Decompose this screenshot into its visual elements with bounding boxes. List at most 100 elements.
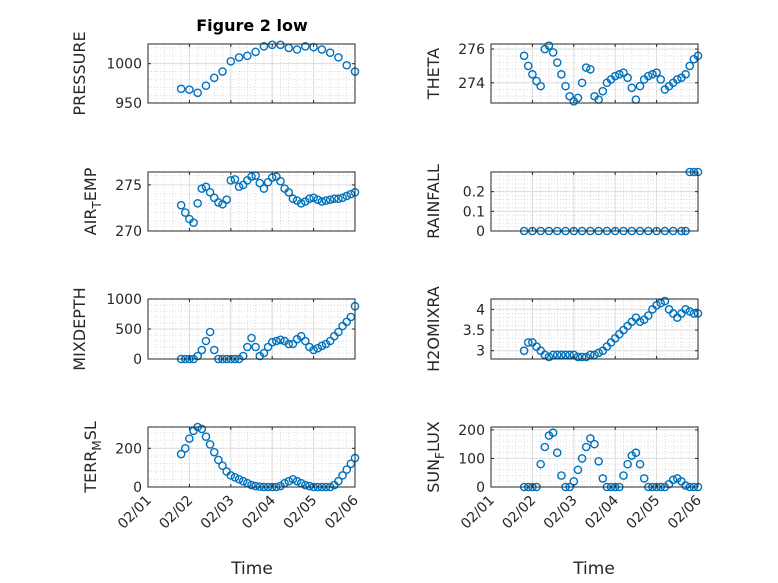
sun-flux-point — [635, 459, 645, 469]
theta-point — [619, 68, 628, 77]
theta-point — [586, 64, 595, 74]
mixdepth-point — [317, 341, 327, 351]
air-temp-point — [317, 197, 327, 206]
mixdepth-point — [247, 333, 256, 343]
air-temp-point — [201, 182, 211, 192]
sun-flux-point — [619, 471, 628, 480]
mixdepth-y-tick-label: 0 — [133, 352, 142, 368]
theta-point — [610, 71, 620, 81]
terr-msl-point — [342, 465, 352, 474]
theta-plot: 274 276 THETA — [424, 41, 703, 106]
pressure-y-axis-label: PRESSURE — [70, 31, 89, 115]
theta-point — [523, 61, 533, 71]
air-temp-point — [321, 196, 331, 205]
h2omixra-point — [581, 352, 591, 362]
pressure-point — [218, 67, 227, 76]
terr-msl-point — [226, 471, 236, 480]
terr-msl-x-tick-label: 02/03 — [198, 493, 238, 533]
air-temp-point — [180, 208, 190, 217]
pressure-axes-background — [148, 44, 355, 103]
h2omixra-point — [689, 309, 699, 318]
terr-msl-point — [238, 476, 248, 486]
mixdepth-point — [301, 336, 310, 346]
sun-flux-point — [623, 459, 632, 469]
pressure-point — [209, 73, 219, 83]
sun-flux-point — [540, 442, 550, 452]
h2omixra-point — [586, 350, 595, 360]
h2omixra-point — [561, 350, 570, 360]
rainfall-axes-frame — [490, 171, 699, 232]
h2omixra-point — [557, 350, 566, 360]
theta-point — [557, 70, 566, 79]
mixdepth-point — [197, 345, 207, 355]
h2omixra-plot: 3 3.5 4 H2OMIXRA — [424, 286, 703, 372]
terr-msl-point — [247, 480, 256, 490]
figure-title: Figure 2 low — [196, 16, 308, 35]
sun-flux-point — [557, 471, 566, 480]
rainfall-y-tick-label: 0.2 — [463, 185, 485, 201]
theta-point — [627, 83, 637, 93]
mixdepth-y-tick-label: 1000 — [106, 292, 142, 308]
terr-msl-x-tick-label: 02/05 — [281, 493, 321, 533]
mixdepth-point — [284, 339, 294, 349]
mixdepth-point — [251, 342, 260, 352]
terr-msl-point — [197, 424, 207, 434]
theta-point — [561, 81, 570, 91]
terr-msl-point — [292, 476, 302, 486]
sun-flux-plot: 0 100 200 02/01 02/02 02/03 02/04 02/05 02/06 SUN… — [424, 421, 705, 532]
sun-flux-x-tick-label: 02/05 — [624, 493, 664, 533]
mixdepth-plot: 0 500 1000 MIXDEPTH — [70, 287, 360, 371]
air-temp-y-tick-label: 270 — [115, 224, 142, 240]
theta-point — [598, 86, 608, 96]
sun-flux-x-tick-label: 02/06 — [665, 492, 705, 532]
air-temp-point — [338, 193, 347, 203]
sun-flux-x-tick-label: 02/04 — [582, 492, 622, 532]
sun-flux-point — [681, 481, 690, 490]
h2omixra-y-tick-label: 3 — [476, 344, 485, 360]
h2omixra-point — [519, 346, 529, 356]
h2omixra-point — [548, 350, 558, 360]
theta-point — [615, 70, 624, 79]
terr-msl-point — [205, 440, 215, 449]
sun-flux-point — [668, 475, 678, 485]
mixdepth-point — [267, 337, 277, 347]
terr-msl-point — [180, 443, 190, 453]
terr-msl-point — [234, 474, 244, 484]
terr-msl-y-tick-label: 200 — [115, 441, 142, 457]
sun-flux-x-tick-label: 02/03 — [541, 493, 581, 533]
mixdepth-y-tick-label: 500 — [115, 322, 142, 338]
sun-flux-point — [586, 434, 595, 443]
theta-point — [573, 93, 583, 103]
terr-msl-point — [251, 481, 260, 491]
h2omixra-point — [565, 350, 574, 360]
sun-flux-point — [536, 459, 545, 469]
air-temp-point — [259, 184, 269, 193]
h2omixra-point — [635, 317, 645, 327]
air-temp-point — [176, 200, 186, 210]
mixdepth-y-axis-label: MIXDEPTH — [70, 287, 89, 370]
air-temp-point — [197, 184, 207, 193]
terr-msl-plot: 0 200 02/01 02/02 02/03 02/04 02/05 02/06 TERRMS… — [81, 421, 362, 532]
pressure-axes-frame — [147, 43, 356, 104]
air-temp-point — [214, 198, 223, 207]
x-axis-label-right: Time — [572, 559, 615, 579]
mixdepth-point — [346, 312, 356, 322]
mixdepth-point — [272, 336, 281, 346]
air-temp-point — [247, 172, 256, 181]
terr-msl-x-tick-label: 02/04 — [239, 492, 279, 532]
sun-flux-y-tick-label: 200 — [458, 423, 485, 439]
terr-msl-point — [334, 476, 343, 486]
theta-point — [581, 63, 591, 72]
h2omixra-axes-background — [491, 299, 698, 359]
air-temp-point — [305, 194, 314, 204]
air-temp-point — [284, 187, 294, 197]
air-temp-point — [309, 193, 318, 203]
pressure-point — [243, 51, 252, 61]
air-temp-y-tick-label: 275 — [115, 178, 142, 194]
terr-msl-point — [284, 476, 294, 486]
mixdepth-point — [288, 339, 298, 349]
h2omixra-point — [594, 348, 603, 358]
theta-y-tick-label: 276 — [458, 42, 485, 58]
terr-msl-point — [305, 481, 314, 491]
